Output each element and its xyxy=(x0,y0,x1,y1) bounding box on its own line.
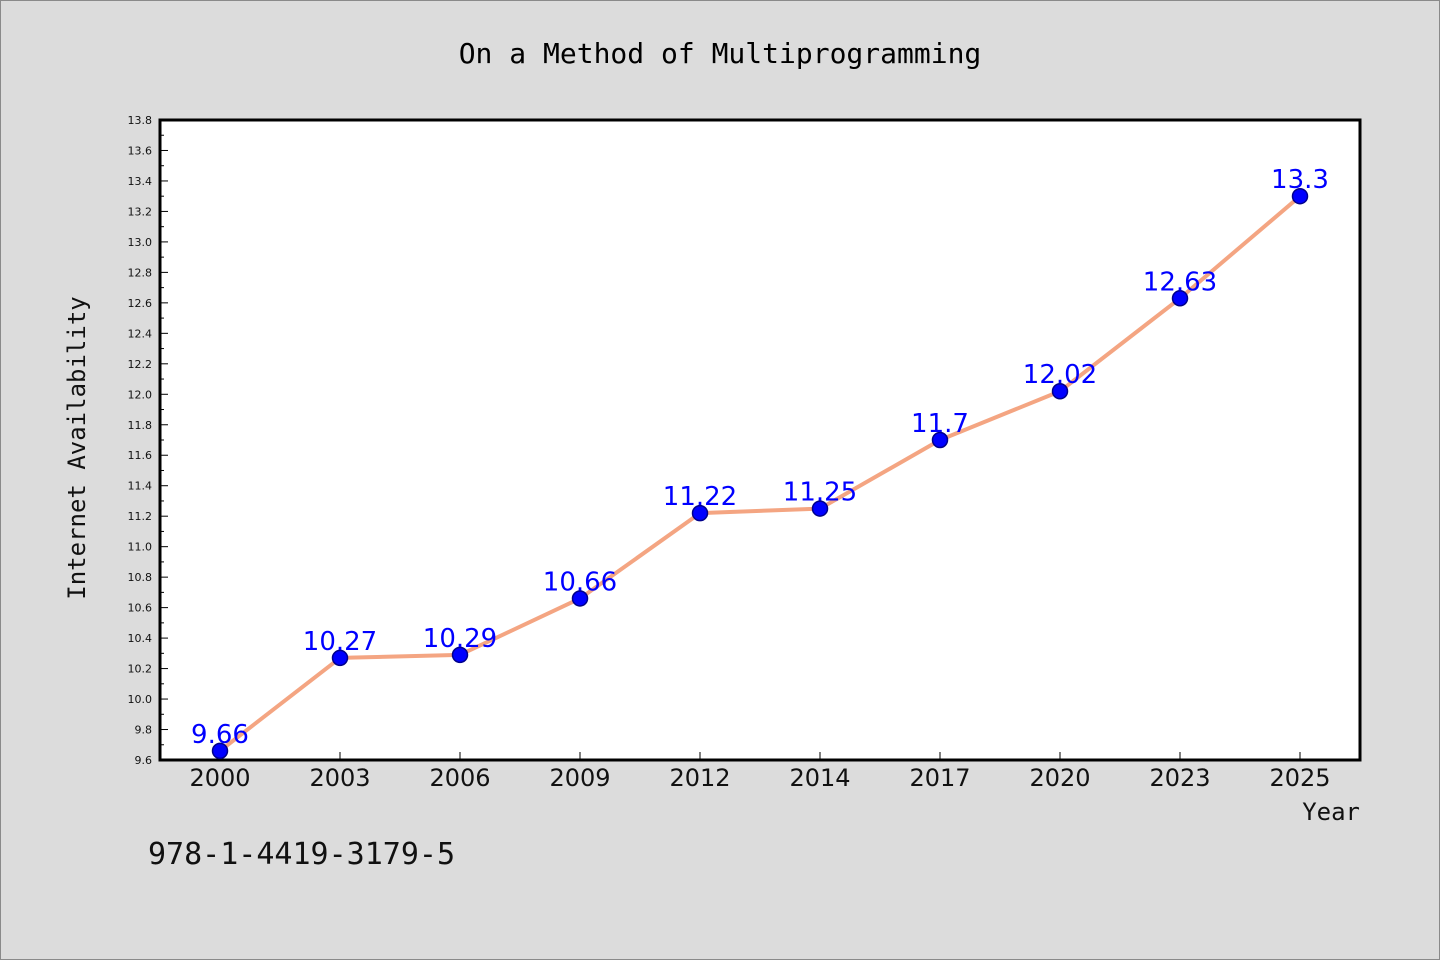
y-tick-label: 10.0 xyxy=(128,693,153,706)
data-label: 12.02 xyxy=(1023,360,1097,390)
y-tick-label: 12.0 xyxy=(128,388,153,401)
y-tick-label: 12.8 xyxy=(128,266,153,279)
chart-title: On a Method of Multiprogramming xyxy=(459,37,982,70)
data-label: 10.27 xyxy=(303,627,377,657)
y-tick-label: 11.4 xyxy=(128,480,153,493)
y-tick-label: 11.2 xyxy=(128,510,153,523)
y-tick-label: 9.6 xyxy=(135,754,153,767)
x-tick-label: 2023 xyxy=(1149,764,1210,792)
y-axis: 9.6 9.8 10.0 10.2 10.4 10.6 10.8 11.0 11.2 11.4 11… xyxy=(128,114,168,767)
data-point xyxy=(451,646,469,664)
data-points xyxy=(211,187,1309,760)
y-axis-label: Internet Availability xyxy=(63,296,91,599)
data-point xyxy=(331,649,349,667)
x-axis: 2000 2003 2006 2009 2012 2014 2017 2020 2023 2025 xyxy=(189,752,1331,792)
data-label: 12.63 xyxy=(1143,267,1217,297)
y-tick-label: 13.8 xyxy=(128,114,153,127)
x-tick-label: 2017 xyxy=(909,764,970,792)
x-tick-label: 2006 xyxy=(429,764,490,792)
data-label: 10.29 xyxy=(423,624,497,654)
x-tick-label: 2003 xyxy=(309,764,370,792)
y-tick-label: 11.0 xyxy=(128,541,153,554)
data-label: 11.25 xyxy=(783,478,857,508)
x-axis-label: Year xyxy=(1302,798,1360,826)
y-tick-label: 11.6 xyxy=(128,449,153,462)
y-tick-label: 11.8 xyxy=(128,419,153,432)
data-point xyxy=(571,590,589,607)
data-label: 13.3 xyxy=(1271,165,1329,195)
data-label: 11.7 xyxy=(911,409,969,439)
y-tick-label: 10.2 xyxy=(128,663,153,676)
y-tick-label: 13.2 xyxy=(128,205,153,218)
data-point xyxy=(1171,290,1189,307)
data-point xyxy=(931,431,949,449)
data-label: 10.66 xyxy=(543,567,617,597)
x-tick-label: 2020 xyxy=(1029,764,1090,792)
y-tick-label: 10.6 xyxy=(128,602,153,615)
isbn-footer: 978-1-4419-3179-5 xyxy=(148,837,455,872)
y-tick-label: 12.4 xyxy=(128,327,153,340)
y-tick-label: 12.6 xyxy=(128,297,153,310)
y-tick-label: 12.2 xyxy=(128,358,153,371)
x-tick-label: 2014 xyxy=(789,764,850,792)
data-point xyxy=(691,504,709,522)
y-tick-label: 9.8 xyxy=(135,724,153,737)
data-label: 9.66 xyxy=(191,720,249,750)
y-tick-label: 10.8 xyxy=(128,571,153,584)
y-tick-label: 10.4 xyxy=(128,632,153,645)
series-line xyxy=(218,194,1302,753)
x-tick-label: 2012 xyxy=(669,764,730,792)
data-labels: 9.66 10.27 10.29 10.66 11.22 11.25 11.7 12.02 12… xyxy=(191,165,1329,750)
x-tick-label: 2000 xyxy=(189,764,250,792)
x-tick-label: 2025 xyxy=(1269,764,1330,792)
data-point xyxy=(1291,187,1309,205)
data-label: 11.22 xyxy=(663,482,737,512)
y-tick-label: 13.4 xyxy=(128,175,153,188)
data-point xyxy=(1051,382,1069,400)
data-point xyxy=(211,742,229,760)
y-tick-label: 13.0 xyxy=(128,236,153,249)
data-point xyxy=(811,500,829,517)
plot-area xyxy=(158,118,1362,762)
y-tick-label: 13.6 xyxy=(128,144,153,157)
x-tick-label: 2009 xyxy=(549,764,610,792)
